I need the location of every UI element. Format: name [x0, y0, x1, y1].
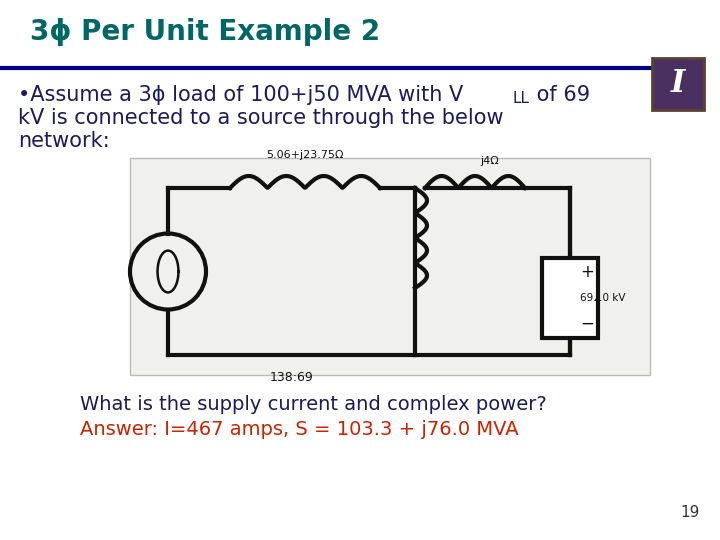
- Text: LL: LL: [513, 91, 530, 106]
- Bar: [130, 158, 650, 375]
- Text: kV is connected to a source through the below: kV is connected to a source through the …: [18, 108, 503, 128]
- Text: 5.06+j23.75Ω: 5.06+j23.75Ω: [266, 150, 343, 160]
- Text: •Assume a 3ϕ load of 100+j50 MVA with V: •Assume a 3ϕ load of 100+j50 MVA with V: [18, 85, 463, 105]
- Text: 3ϕ Per Unit Example 2: 3ϕ Per Unit Example 2: [30, 18, 380, 46]
- Text: j4Ω: j4Ω: [481, 156, 500, 166]
- Text: −: −: [580, 315, 594, 333]
- Text: network:: network:: [18, 131, 109, 151]
- Text: Answer: I=467 amps, S = 103.3 + j76.0 MVA: Answer: I=467 amps, S = 103.3 + j76.0 MV…: [80, 420, 518, 439]
- Text: What is the supply current and complex power?: What is the supply current and complex p…: [80, 395, 546, 414]
- Bar: [652, 58, 704, 110]
- Text: I: I: [671, 69, 685, 99]
- Text: 19: 19: [680, 505, 700, 520]
- Text: 69∠0 kV: 69∠0 kV: [580, 293, 626, 303]
- Text: +: +: [580, 263, 594, 281]
- Text: of 69: of 69: [530, 85, 590, 105]
- Bar: [542, 258, 598, 338]
- Text: 138:69: 138:69: [269, 371, 313, 384]
